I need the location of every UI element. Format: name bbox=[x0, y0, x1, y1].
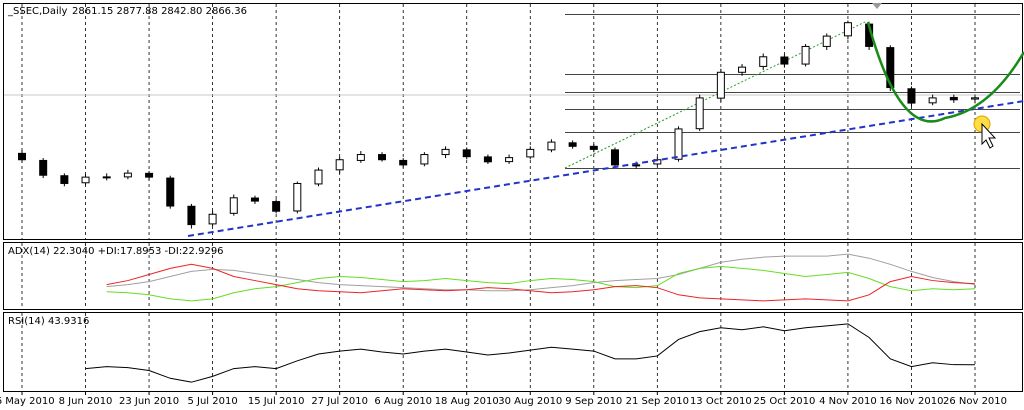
candle-body bbox=[166, 177, 175, 207]
candle-body bbox=[187, 205, 196, 226]
candle-body bbox=[18, 152, 26, 161]
candle-body bbox=[462, 149, 471, 158]
x-tick-label: 13 Oct 2010 bbox=[690, 396, 752, 407]
ohlc-readout: 2861.15 2877.88 2842.80 2866.36 bbox=[72, 6, 247, 17]
candle-body bbox=[822, 35, 831, 47]
candle-body bbox=[928, 97, 937, 104]
candle-body bbox=[632, 164, 641, 167]
x-tick-label: 30 Aug 2010 bbox=[498, 396, 562, 407]
candle-body bbox=[843, 22, 852, 37]
candle-body bbox=[250, 197, 259, 202]
candle-body bbox=[526, 148, 535, 158]
candle-body bbox=[505, 157, 514, 163]
indicator-line bbox=[106, 265, 976, 302]
candle-body bbox=[229, 197, 238, 214]
candle-body bbox=[335, 159, 344, 171]
x-tick-label: 26 May 2010 bbox=[0, 396, 55, 407]
candle-body bbox=[293, 182, 302, 212]
x-tick-label: 6 Aug 2010 bbox=[374, 396, 432, 407]
x-tick-label: 9 Sep 2010 bbox=[565, 396, 622, 407]
x-tick-label: 16 Nov 2010 bbox=[879, 396, 943, 407]
candle-body bbox=[695, 97, 704, 130]
candle-body bbox=[378, 154, 387, 161]
candle-body bbox=[716, 71, 725, 99]
level-lines bbox=[565, 14, 1020, 169]
indicator-line bbox=[106, 263, 976, 302]
x-tick-label: 15 Jul 2010 bbox=[248, 396, 305, 407]
adx-title: ADX(14) 22.3040 +DI:17.8953 -DI:22.9296 bbox=[8, 246, 224, 257]
candle-body bbox=[949, 96, 958, 101]
rsi-panel bbox=[3, 312, 1023, 392]
candle-body bbox=[568, 142, 577, 147]
x-tick-label: 4 Nov 2010 bbox=[819, 396, 877, 407]
candle-body bbox=[272, 201, 281, 212]
candle-body bbox=[441, 148, 450, 156]
candle-body bbox=[356, 154, 365, 161]
x-tick-label: 8 Jun 2010 bbox=[59, 396, 113, 407]
candle-body bbox=[145, 172, 154, 178]
rsi-title: RSI(14) 43.9316 bbox=[8, 316, 89, 327]
candle-body bbox=[738, 66, 747, 73]
trend-line bbox=[187, 100, 1024, 237]
indicator-line bbox=[85, 323, 976, 383]
candle-body bbox=[102, 176, 111, 179]
x-tick-label: 18 Aug 2010 bbox=[435, 396, 499, 407]
candle-body bbox=[81, 176, 90, 184]
candle-body bbox=[123, 172, 132, 178]
arc bbox=[866, 21, 1024, 123]
x-tick-label: 26 Nov 2010 bbox=[943, 396, 1007, 407]
candle-body bbox=[759, 56, 768, 67]
candle-body bbox=[610, 149, 619, 166]
candle-body bbox=[420, 154, 429, 165]
shift-marker bbox=[872, 3, 882, 9]
candle-body bbox=[399, 159, 408, 166]
candle-body bbox=[801, 45, 810, 65]
candle-body bbox=[208, 213, 217, 225]
x-tick-label: 5 Jul 2010 bbox=[187, 396, 237, 407]
candle-body bbox=[674, 128, 683, 160]
indicator-line bbox=[106, 253, 976, 292]
candle-body bbox=[60, 175, 69, 184]
candle-body bbox=[483, 156, 492, 163]
candle-body bbox=[780, 56, 789, 65]
candle-body bbox=[971, 97, 979, 100]
candle-body bbox=[907, 88, 916, 104]
x-tick-label: 21 Sep 2010 bbox=[626, 396, 689, 407]
candle-body bbox=[589, 145, 598, 150]
x-tick-label: 25 Oct 2010 bbox=[753, 396, 815, 407]
candle-body bbox=[886, 47, 895, 89]
cursor bbox=[973, 115, 997, 149]
x-tick-label: 23 Jun 2010 bbox=[119, 396, 179, 407]
adx-panel bbox=[3, 242, 1023, 310]
candle-body bbox=[547, 141, 556, 151]
candle-body bbox=[39, 159, 48, 176]
main-panel bbox=[3, 3, 1023, 240]
candle-body bbox=[314, 169, 323, 185]
x-tick-label: 27 Jul 2010 bbox=[311, 396, 368, 407]
chart-title: _SSEC,Daily bbox=[7, 6, 68, 17]
